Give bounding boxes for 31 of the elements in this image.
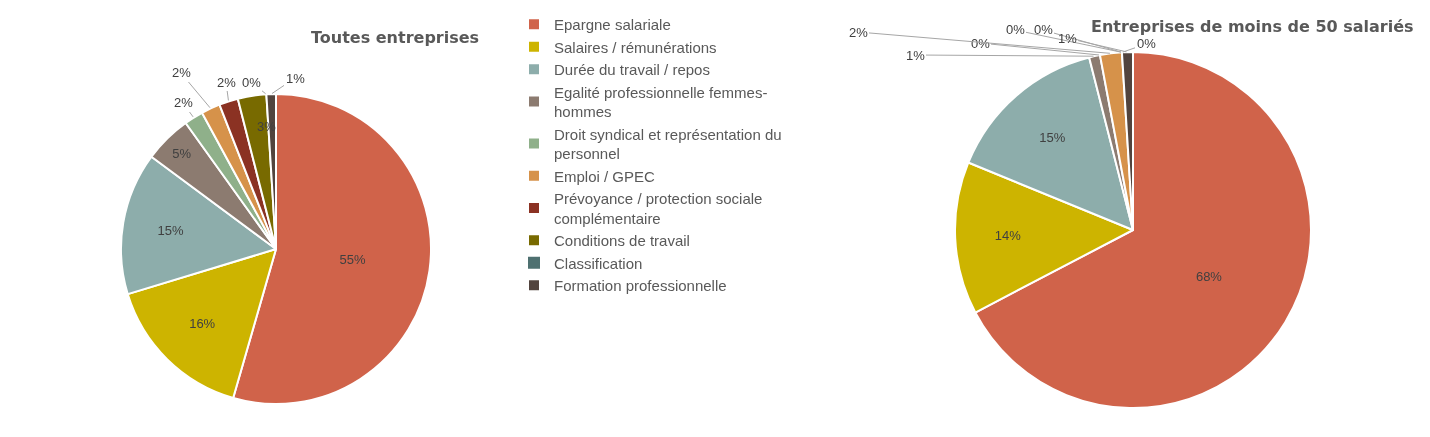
text: 0% — [1137, 36, 1156, 51]
data-label: 16% — [189, 316, 216, 332]
text: Toutes entreprises — [311, 28, 480, 47]
data-label: 5% — [172, 145, 192, 161]
legend-label: Durée du travail / repos — [554, 61, 710, 79]
data-label: 1% — [1058, 31, 1078, 46]
data-label: 2% — [172, 65, 192, 80]
chart-title: Entreprises de moins de 50 salariés — [1091, 17, 1414, 36]
data-label: 68% — [1195, 268, 1223, 284]
data-label: 15% — [157, 223, 184, 239]
legend-label: Classification — [554, 254, 643, 272]
data-label: 1% — [286, 71, 306, 86]
legend-label: Conditions de travail — [554, 232, 690, 250]
legend-label: Droit syndical et représentation du personnel — [554, 125, 782, 163]
legend-label: Emploi / GPEC — [554, 167, 656, 185]
legend-label: Salaires / rémunérations — [554, 38, 717, 56]
legend-label: Egalité professionnelle femmes-hommes — [554, 83, 768, 121]
data-label: 15% — [1039, 129, 1066, 145]
data-label: 2% — [174, 95, 194, 110]
legend-label: Formation professionnelle — [554, 277, 727, 295]
text: 0% — [971, 36, 990, 51]
data-label: 1% — [906, 48, 926, 63]
data-label: 2% — [217, 75, 237, 90]
text: 0% — [1034, 22, 1053, 37]
data-label: 2% — [849, 25, 869, 40]
text: 0% — [242, 75, 261, 90]
data-label: 55% — [339, 252, 366, 268]
text: 0% — [1006, 22, 1025, 37]
data-label: 14% — [994, 228, 1022, 244]
legend-label: Epargne salariale — [554, 16, 671, 34]
legend-label: Prévoyance / protection sociale complémentaire — [554, 190, 763, 227]
